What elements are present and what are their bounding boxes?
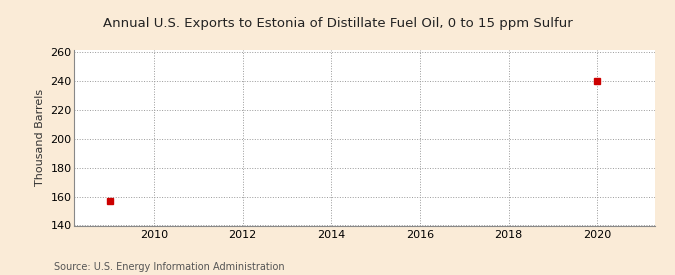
Text: Annual U.S. Exports to Estonia of Distillate Fuel Oil, 0 to 15 ppm Sulfur: Annual U.S. Exports to Estonia of Distil…	[103, 16, 572, 29]
Text: Source: U.S. Energy Information Administration: Source: U.S. Energy Information Administ…	[54, 262, 285, 272]
Y-axis label: Thousand Barrels: Thousand Barrels	[34, 89, 45, 186]
